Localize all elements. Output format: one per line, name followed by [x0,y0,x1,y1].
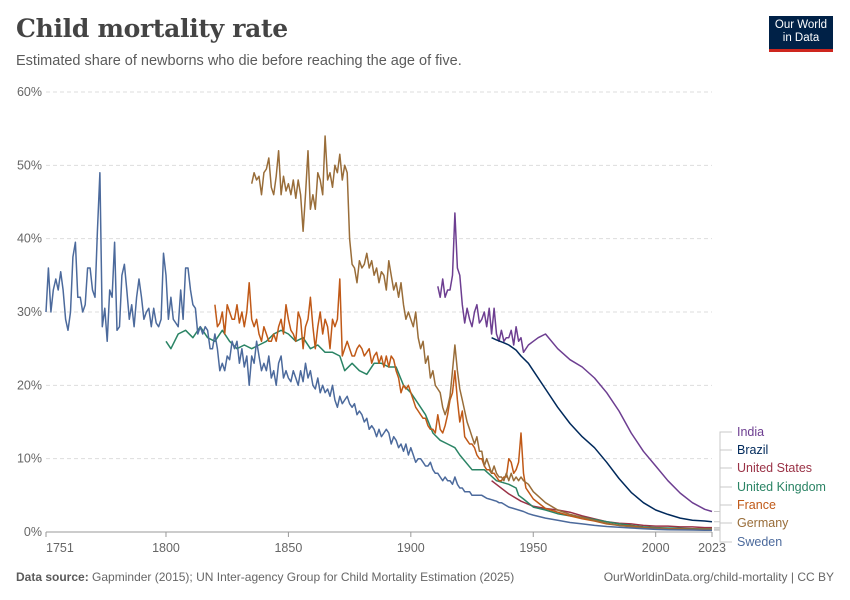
legend-connector [714,529,732,543]
series-line-united-kingdom[interactable] [165,325,712,530]
x-tick-label: 1900 [397,541,425,555]
legend-connector [714,431,732,512]
legend-label-brazil[interactable]: Brazil [737,443,768,457]
legend-label-united-kingdom[interactable]: United Kingdom [737,480,826,494]
y-tick-label: 40% [17,232,42,246]
y-tick-label: 0% [24,525,42,539]
chart-title: Child mortality rate [16,14,288,43]
series-line-sweden[interactable] [45,171,712,531]
legend-label-united-states[interactable]: United States [737,461,812,475]
lines-layer [45,135,713,531]
series-line-france[interactable] [214,278,712,530]
legend-layer: India Brazil United States United Kingdom Fr… [714,425,826,549]
x-tick-label: 1751 [46,541,74,555]
y-tick-label: 30% [17,305,42,319]
x-tick-label: 1800 [152,541,180,555]
legend-connector [714,467,732,529]
y-tick-label: 60% [17,85,42,99]
data-source-label: Data source: [16,570,89,584]
y-tick-label: 10% [17,452,42,466]
y-tick-label: 20% [17,378,42,392]
legend-label-germany[interactable]: Germany [737,516,789,530]
series-line-india[interactable] [437,212,713,513]
y-tick-label: 50% [17,158,42,172]
grid-layer [46,91,712,460]
legend-label-france[interactable]: France [737,498,776,512]
legend-connector [714,504,732,530]
logo-line-1: Our World [774,19,828,31]
owid-logo[interactable]: Our World in Data [769,16,833,52]
legend-connector [714,449,732,523]
axis-layer: 0% 10% 20% 30% 40% 50% 60% 1751 1800 1850 1900 1950… [17,85,726,555]
series-line-germany[interactable] [250,135,712,531]
legend-label-india[interactable]: India [737,425,764,439]
x-tick-label: 1950 [519,541,547,555]
chart-subtitle: Estimated share of newborns who die befo… [16,53,462,69]
x-tick-label: 2023 [698,541,726,555]
data-source-text: Gapminder (2015); UN Inter-agency Group … [92,570,515,584]
data-source-note: Data source: Gapminder (2015); UN Inter-… [16,570,514,584]
logo-line-2: in Data [782,31,820,44]
source-url-link[interactable]: OurWorldinData.org/child-mortality | CC … [603,570,834,584]
legend-label-sweden[interactable]: Sweden [737,535,782,549]
legend-connector [714,522,732,530]
x-tick-label: 2000 [642,541,670,555]
x-tick-label: 1850 [274,541,302,555]
series-line-brazil[interactable] [491,337,713,523]
